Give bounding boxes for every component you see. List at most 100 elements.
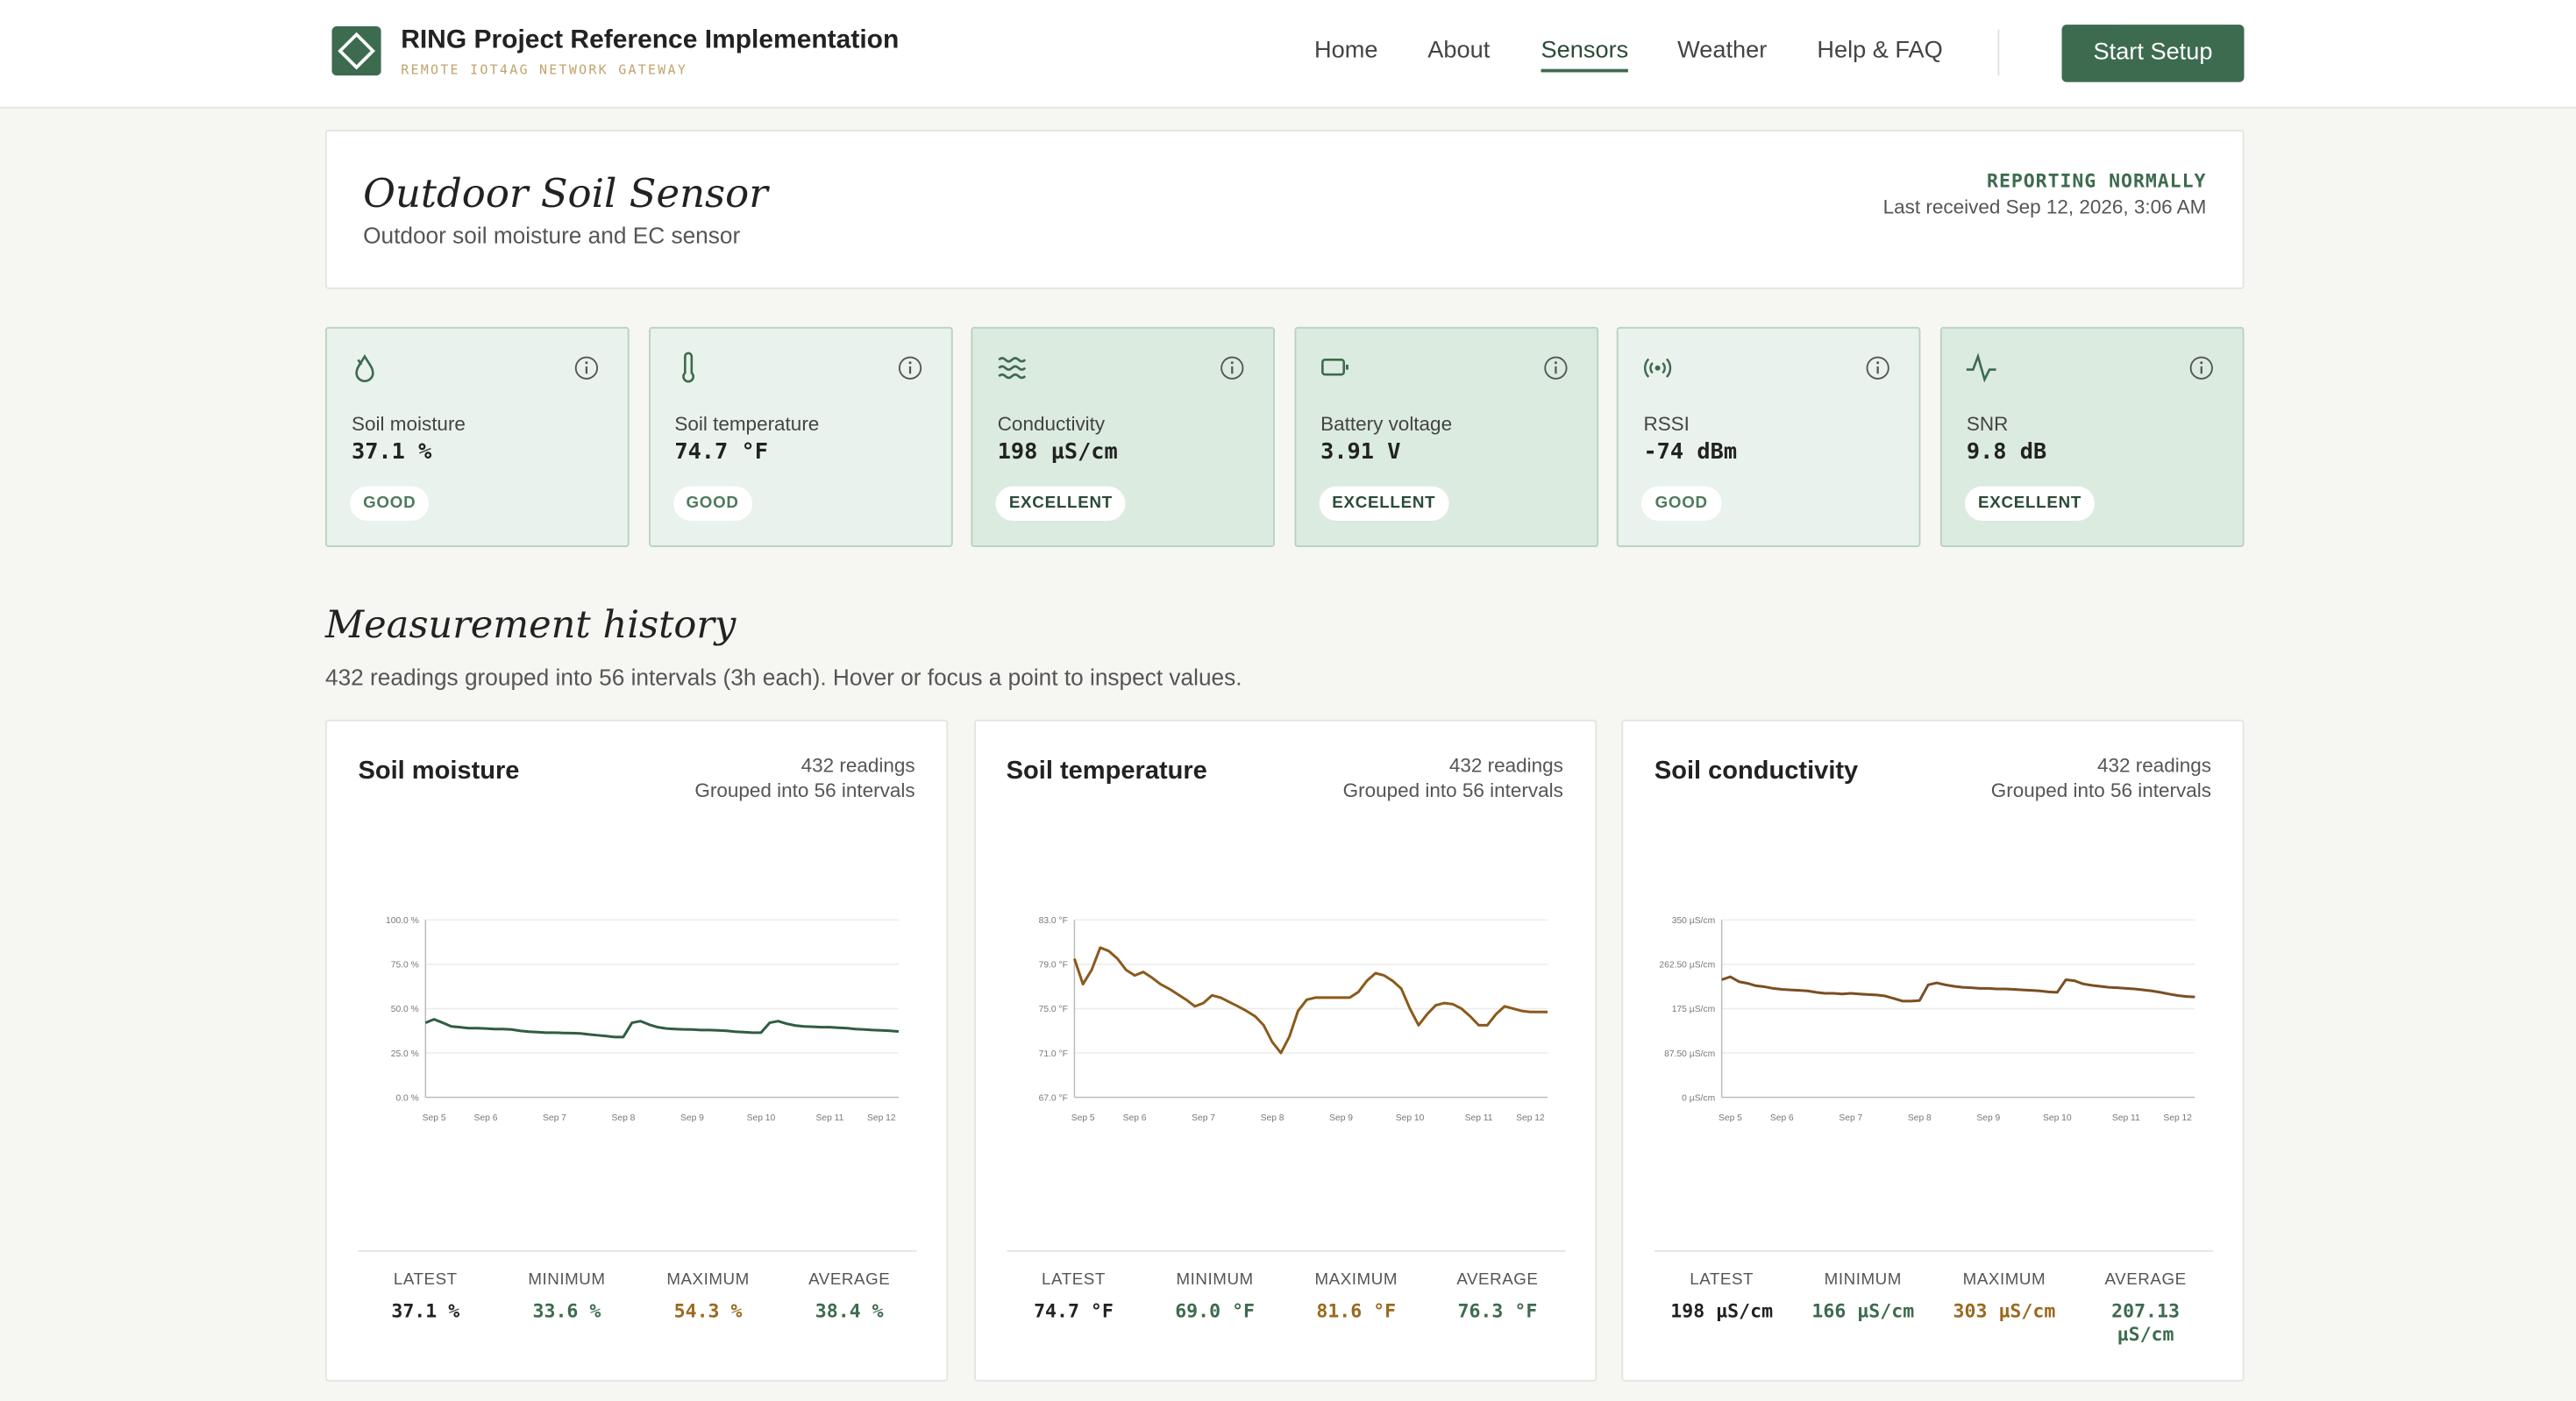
info-icon[interactable]: [1542, 355, 1569, 381]
chart: 0.0 % 25.0 % 50.0 % 75.0 % 100.0 % Sep 5 Sep 6…: [386, 916, 900, 1123]
metric-card: Conductivity 198 µS/cm EXCELLENT: [971, 326, 1276, 547]
stat: LATEST 74.7 °F: [1007, 1271, 1142, 1322]
stat-value: 198 µS/cm: [1670, 1299, 1774, 1323]
metric-badge: GOOD: [672, 486, 752, 521]
metric-label: Soil moisture: [351, 412, 466, 436]
info-icon[interactable]: [1865, 355, 1891, 381]
stat-value: 166 µS/cm: [1811, 1299, 1915, 1323]
stat-value: 81.6 °F: [1316, 1299, 1397, 1323]
x-tick-label: Sep 11: [815, 1113, 843, 1123]
stat-label: LATEST: [1690, 1271, 1754, 1290]
y-tick-label: 50.0 %: [391, 1005, 419, 1014]
x-tick-label: Sep 5: [1071, 1113, 1094, 1123]
metric-badge: EXCELLENT: [995, 486, 1126, 521]
stat: AVERAGE 38.4 %: [782, 1271, 917, 1322]
stat-label: MAXIMUM: [666, 1271, 750, 1290]
y-tick-label: 175 µS/cm: [1672, 1005, 1715, 1014]
chart-card: Soil temperature 432 readings Grouped into…: [973, 719, 1597, 1382]
y-tick-label: 79.0 °F: [1038, 961, 1067, 971]
stat: AVERAGE 207.13 µS/cm: [2078, 1271, 2213, 1345]
y-tick-label: 87.50 µS/cm: [1664, 1049, 1715, 1059]
stat-value: 69.0 °F: [1175, 1299, 1256, 1323]
stats-divider: [1654, 1249, 2213, 1252]
metric-icon: [1644, 358, 1672, 378]
site-subtitle: REMOTE IOT4AG NETWORK GATEWAY: [401, 62, 688, 78]
metric-label: RSSI: [1643, 412, 1690, 436]
metric-card: Soil moisture 37.1 % GOOD: [324, 326, 630, 547]
y-tick-label: 67.0 °F: [1038, 1093, 1067, 1103]
metric-value: 9.8 dB: [1966, 438, 2047, 466]
stat: MINIMUM 69.0 °F: [1148, 1271, 1283, 1322]
metric-card: Soil temperature 74.7 °F GOOD: [648, 326, 952, 547]
metric-card: Battery voltage 3.91 V EXCELLENT: [1294, 326, 1598, 547]
stat: MINIMUM 166 µS/cm: [1796, 1271, 1931, 1322]
sensor-subtitle: Outdoor soil moisture and EC sensor: [363, 221, 741, 248]
x-tick-label: Sep 12: [2163, 1113, 2192, 1123]
nav-link[interactable]: Help & FAQ: [1817, 38, 1943, 65]
x-tick-label: Sep 9: [1328, 1113, 1352, 1123]
x-tick-label: Sep 8: [611, 1113, 635, 1123]
x-tick-label: Sep 12: [867, 1113, 896, 1123]
data-line: [1721, 975, 2195, 1003]
chart: 0 µS/cm 87.50 µS/cm 175 µS/cm 262.50 µS/cm 3…: [1659, 916, 2195, 1123]
site-title: RING Project Reference Implementation: [401, 25, 900, 54]
info-icon[interactable]: [1220, 355, 1246, 381]
x-tick-label: Sep 11: [2112, 1113, 2140, 1123]
chart-readings: 432 readings: [1448, 754, 1563, 778]
chart-readings: 432 readings: [801, 754, 915, 778]
stat-value: 33.6 %: [532, 1299, 601, 1323]
nav-link[interactable]: About: [1427, 38, 1491, 65]
nav-divider: [1997, 29, 2000, 76]
y-tick-label: 83.0 °F: [1038, 916, 1067, 926]
y-tick-label: 0 µS/cm: [1682, 1093, 1715, 1103]
sensor-status: REPORTING NORMALLY: [1987, 168, 2207, 193]
stat: MINIMUM 33.6 %: [500, 1271, 635, 1322]
stat-label: LATEST: [393, 1271, 458, 1290]
stat: MAXIMUM 303 µS/cm: [1937, 1271, 2072, 1322]
stat-label: MINIMUM: [1176, 1271, 1254, 1290]
metric-icon: [1320, 359, 1348, 376]
metric-value: 198 µS/cm: [997, 438, 1118, 466]
info-icon[interactable]: [2188, 355, 2215, 381]
nav-link[interactable]: Weather: [1677, 38, 1768, 65]
info-icon[interactable]: [896, 355, 922, 381]
logo: [331, 25, 381, 76]
metric-badge: GOOD: [1641, 486, 1721, 521]
x-tick-label: Sep 12: [1515, 1113, 1544, 1123]
last-received: Last received Sep 12, 2026, 3:06 AM: [1882, 195, 2207, 219]
metric-value: 37.1 %: [351, 438, 432, 466]
nav-link[interactable]: Sensors: [1541, 38, 1629, 73]
stat-label: MAXIMUM: [1962, 1271, 2046, 1290]
metric-card: SNR 9.8 dB EXCELLENT: [1939, 326, 2245, 547]
stat-label: MAXIMUM: [1314, 1271, 1398, 1290]
y-tick-label: 25.0 %: [391, 1049, 419, 1059]
stats-divider: [1006, 1249, 1565, 1252]
y-tick-label: 75.0 %: [391, 961, 419, 971]
chart-title: Soil temperature: [1006, 757, 1207, 786]
start-setup-button[interactable]: Start Setup: [2061, 25, 2245, 82]
x-tick-label: Sep 5: [423, 1113, 446, 1123]
sensor-card: Outdoor Soil Sensor Outdoor soil moisture…: [324, 130, 2245, 289]
metric-label: SNR: [1966, 412, 2009, 436]
stats-divider: [358, 1249, 917, 1252]
stat-value: 74.7 °F: [1034, 1299, 1114, 1323]
x-tick-label: Sep 7: [1839, 1113, 1862, 1123]
chart-grouping: Grouped into 56 intervals: [1342, 779, 1563, 802]
stat-label: AVERAGE: [808, 1271, 891, 1290]
info-icon[interactable]: [573, 355, 600, 381]
x-tick-label: Sep 9: [1976, 1113, 2000, 1123]
y-tick-label: 100.0 %: [386, 916, 419, 926]
stat-value: 207.13 µS/cm: [2111, 1299, 2180, 1346]
stat-value: 38.4 %: [815, 1299, 884, 1323]
stat-value: 54.3 %: [673, 1299, 743, 1323]
history-title: Measurement history: [324, 604, 737, 648]
stat: AVERAGE 76.3 °F: [1430, 1271, 1565, 1322]
metric-value: 3.91 V: [1320, 438, 1401, 466]
nav-link[interactable]: Home: [1313, 38, 1378, 65]
x-tick-label: Sep 6: [1770, 1113, 1794, 1123]
x-tick-label: Sep 8: [1908, 1113, 1932, 1123]
x-tick-label: Sep 7: [1191, 1113, 1214, 1123]
stat: LATEST 37.1 %: [358, 1271, 493, 1322]
y-tick-label: 350 µS/cm: [1672, 916, 1715, 926]
